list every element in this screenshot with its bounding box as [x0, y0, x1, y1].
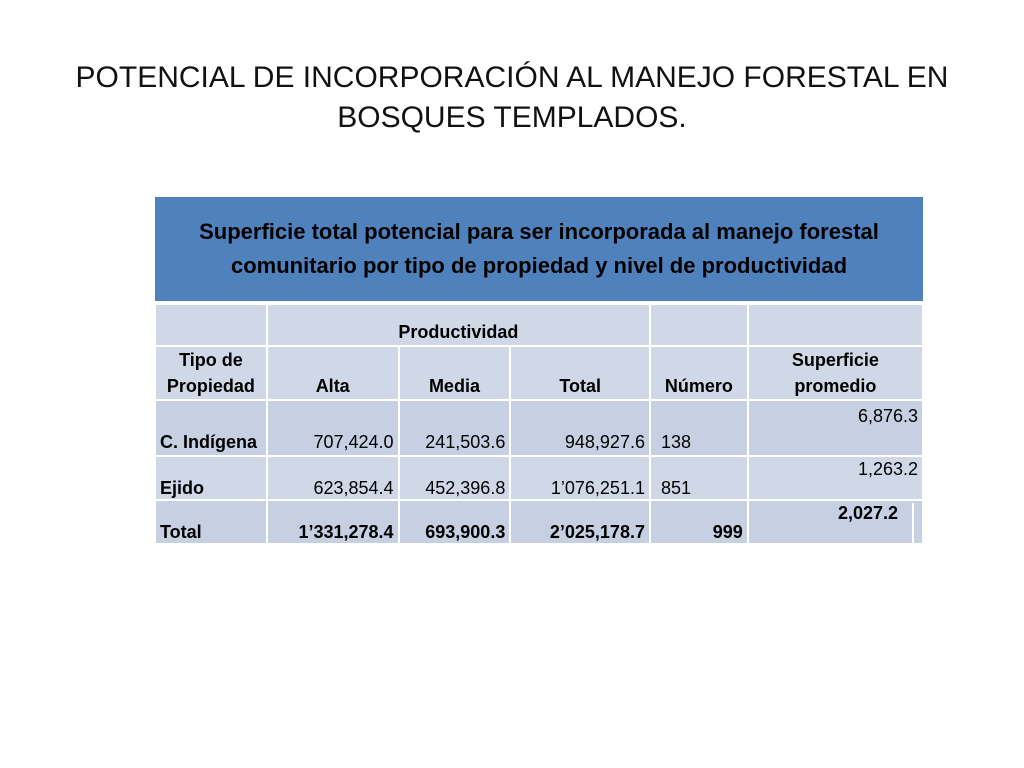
cell-superficie-value: 2,027.2: [837, 503, 898, 523]
cell-media: 693,900.3: [397, 499, 512, 545]
row-label: Total: [154, 499, 268, 545]
cell-media: 452,396.8: [397, 455, 512, 501]
table-row: C. Indígena 707,424.0 241,503.6 948,927.…: [154, 399, 925, 457]
col-header-alta: Alta: [265, 345, 400, 401]
group-header-productividad: Productividad: [265, 302, 651, 347]
slide-title: POTENCIAL DE INCORPORACIÓN AL MANEJO FOR…: [75, 61, 949, 134]
cell-superficie: 2,027.2: [746, 499, 925, 545]
cell-total: 1’076,251.1: [509, 455, 651, 501]
empty-cell: [746, 302, 925, 347]
col-header-superficie: Superficie promedio: [746, 345, 925, 401]
cell-total: 2’025,178.7: [509, 499, 651, 545]
empty-cell: [154, 302, 268, 347]
cell-superficie: 6,876.3: [746, 399, 925, 457]
cell-alta: 707,424.0: [265, 399, 400, 457]
cell-alta: 623,854.4: [265, 455, 400, 501]
cell-media: 241,503.6: [397, 399, 512, 457]
col-header-numero: Número: [648, 345, 749, 401]
cell-numero: 138: [648, 399, 749, 457]
cell-edge: [912, 503, 922, 543]
table-row: Ejido 623,854.4 452,396.8 1’076,251.1 85…: [154, 455, 925, 501]
data-table: Superficie total potencial para ser inco…: [154, 197, 925, 545]
row-label: Ejido: [154, 455, 268, 501]
empty-cell: [648, 302, 749, 347]
col-header-media: Media: [397, 345, 512, 401]
table-row: Total 1’331,278.4 693,900.3 2’025,178.7 …: [154, 499, 925, 545]
cell-numero: 999: [648, 499, 749, 545]
col-header-tipo: Tipo de Propiedad: [154, 345, 268, 401]
cell-total: 948,927.6: [509, 399, 651, 457]
col-header-total: Total: [509, 345, 651, 401]
cell-alta: 1’331,278.4: [265, 499, 400, 545]
table-caption: Superficie total potencial para ser inco…: [155, 197, 923, 305]
cell-numero: 851: [648, 455, 749, 501]
row-label: C. Indígena: [154, 399, 268, 457]
cell-superficie: 1,263.2: [746, 455, 925, 501]
